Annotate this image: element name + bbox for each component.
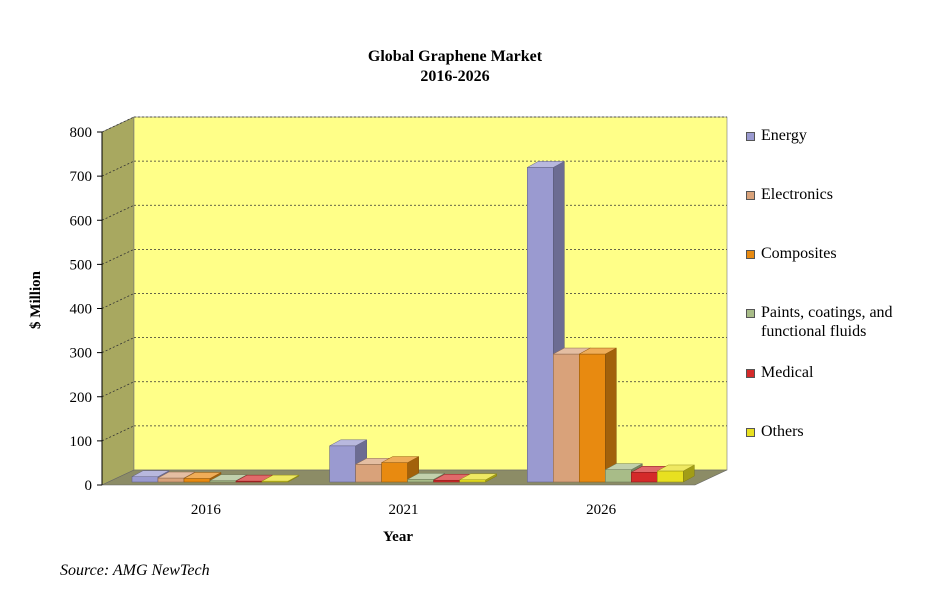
legend-item: Paints, coatings, and functional fluids xyxy=(746,303,921,341)
legend-swatch xyxy=(746,428,755,437)
legend-item: Energy xyxy=(746,126,807,145)
bar-top-2-3 xyxy=(605,463,643,470)
legend-label: Energy xyxy=(761,127,807,144)
legend-label: Others xyxy=(761,423,804,440)
bar-2-0 xyxy=(527,167,554,483)
bar-side-2-2 xyxy=(605,347,617,483)
legend-item: Electronics xyxy=(746,185,833,204)
y-tick-label: 200 xyxy=(70,390,93,406)
y-tick-label: 500 xyxy=(70,257,93,273)
y-tick-label: 800 xyxy=(70,125,93,141)
gridline-side xyxy=(101,337,135,353)
bar-0-0 xyxy=(131,476,159,483)
bar-1-0 xyxy=(329,445,356,483)
y-tick-label: 300 xyxy=(70,346,93,362)
bar-1-1 xyxy=(355,464,382,483)
gridline-side xyxy=(101,116,135,133)
y-tick-label: 400 xyxy=(70,302,93,318)
bar-top-0-3 xyxy=(209,474,248,481)
y-tick-label: 100 xyxy=(70,434,93,450)
legend-item: Composites xyxy=(746,244,837,263)
bar-top-2-5 xyxy=(657,464,695,472)
bar-top-2-0 xyxy=(527,161,565,168)
bar-1-5 xyxy=(459,479,486,483)
legend-label: Composites xyxy=(761,245,837,262)
bar-top-1-0 xyxy=(329,439,367,447)
bar-top-0-5 xyxy=(261,474,300,482)
x-tick-label: 2026 xyxy=(586,502,617,518)
source-note: Source: AMG NewTech xyxy=(60,562,210,579)
x-tick-label: 2021 xyxy=(389,502,419,518)
bar-2-2 xyxy=(579,353,606,483)
gridline-side xyxy=(101,425,135,442)
bar-top-0-2 xyxy=(183,472,222,479)
bar-0-1 xyxy=(157,477,185,483)
bar-top-1-5 xyxy=(459,473,497,481)
bar-2-1 xyxy=(553,353,580,483)
legend-item: Others xyxy=(746,422,804,441)
gridline-side xyxy=(101,293,135,309)
bar-1-3 xyxy=(407,479,434,483)
bar-0-2 xyxy=(183,478,211,483)
legend-swatch xyxy=(746,132,755,141)
gridline-side xyxy=(101,160,135,177)
chart-subtitle: 2016-2026 xyxy=(420,68,490,85)
legend-swatch xyxy=(746,309,755,318)
y-tick-label: 600 xyxy=(70,213,93,229)
bar-top-2-2 xyxy=(579,347,617,355)
legend-swatch xyxy=(746,369,755,378)
bar-top-0-0 xyxy=(131,470,170,477)
legend-swatch xyxy=(746,250,755,259)
legend-label: Medical xyxy=(761,364,814,381)
y-axis-label: $ Million xyxy=(28,270,44,329)
bar-top-1-3 xyxy=(407,473,445,480)
bar-top-1-2 xyxy=(381,456,419,463)
gridline-side xyxy=(101,249,135,265)
bar-2-5 xyxy=(657,470,684,483)
legend-label: Paints, coatings, and functional fluids xyxy=(761,304,893,340)
legend-swatch xyxy=(746,191,755,200)
y-tick-label: 700 xyxy=(70,169,93,185)
x-tick-label: 2016 xyxy=(191,502,222,518)
chart-title: Global Graphene Market xyxy=(367,48,543,65)
gridline-side xyxy=(101,381,135,398)
bar-1-4 xyxy=(433,479,460,483)
gridline-side xyxy=(101,204,135,221)
bar-top-0-1 xyxy=(157,471,196,479)
bar-2-4 xyxy=(631,471,658,483)
x-axis-label: Year xyxy=(383,529,413,545)
legend-item: Medical xyxy=(746,363,813,382)
bar-2-3 xyxy=(605,469,632,483)
legend-label: Electronics xyxy=(761,186,833,203)
bar-1-2 xyxy=(381,462,408,483)
y-tick-label: 0 xyxy=(85,478,93,494)
